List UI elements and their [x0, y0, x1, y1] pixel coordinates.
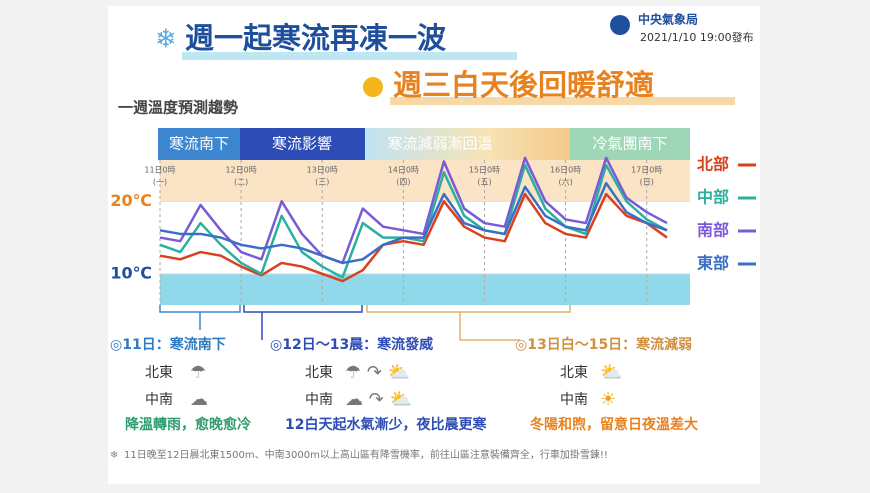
subtitle-underline [390, 97, 735, 105]
x-tick-sublabel: (日) [640, 178, 654, 187]
x-tick-sublabel: (六) [558, 177, 572, 187]
region: 中南 [305, 392, 333, 408]
subtitle: 週三白天後回暖舒適 [393, 68, 654, 102]
series-line [159, 192, 668, 283]
region: 中南 [560, 392, 588, 408]
phase-label: 寒流影響 [272, 135, 332, 153]
sun-icon [363, 77, 383, 97]
weather-icon: ☁ ↷ ⛅ [345, 389, 412, 410]
x-tick-label: 12日0時 [225, 166, 256, 175]
y-tick-label: 20℃ [110, 191, 152, 210]
footnote-icon: ❄ [110, 450, 118, 461]
x-tick-sublabel: (五) [477, 178, 491, 187]
section-title: 一週溫度預測趨勢 [118, 99, 238, 117]
x-tick-label: 15日0時 [469, 166, 500, 175]
weather-icon: ☀ [600, 389, 616, 410]
region: 北東 [305, 365, 333, 381]
cold-band [160, 273, 690, 305]
phase-bar [570, 128, 690, 160]
legend-label: 南部 [697, 221, 729, 240]
panel-summary: 12白天起水氣漸少，夜比晨更寒 [285, 416, 487, 433]
title: 週一起寒流再凍一波 [185, 21, 447, 55]
x-tick-sublabel: (三) [315, 178, 329, 187]
chart: 10℃ 20℃ 11日0時 (一) 12日0時 (二) 13日0時 (三) 14日0時 (四) 15… [110, 155, 756, 305]
panel-heading: ◎12日～13晨：寒流發威 [270, 336, 433, 353]
phase-label: 冷氣團南下 [592, 135, 667, 153]
series-line [159, 181, 668, 265]
panel-heading-text: 11日：寒流南下 [122, 336, 225, 353]
region: 北東 [145, 365, 173, 381]
x-tick-label: 13日0時 [307, 166, 338, 175]
x-tick-label: 17日0時 [631, 166, 662, 175]
panel-summary: 降溫轉雨，愈晚愈冷 [125, 416, 251, 433]
phase-label: 寒流南下 [169, 135, 229, 153]
legend-label: 中部 [697, 188, 729, 207]
panel-heading: ◎13日白～15日：寒流減弱 [515, 336, 692, 353]
legend-label: 北部 [697, 155, 729, 174]
panel-heading: ◎11日：寒流南下 [110, 336, 226, 353]
weather-icon: ☂ ↷ ⛅ [345, 362, 410, 383]
x-tick-sublabel: (二) [234, 178, 248, 187]
issued: 2021/1/10 19:00發布 [640, 30, 754, 44]
weather-icon: ☂ [190, 362, 206, 383]
weather-icon: ⛅ [600, 362, 622, 383]
series-line [159, 163, 668, 279]
series-line [159, 156, 668, 265]
phase-bar [365, 128, 570, 160]
phase-bar [240, 128, 365, 160]
x-tick-sublabel: (四) [396, 178, 410, 187]
phase-label: 寒流減弱漸回溫 [387, 135, 492, 153]
panel-heading-text: 13日白～15日：寒流減弱 [527, 336, 692, 353]
phase-bar [158, 128, 240, 160]
agency: 中央氣象局 [638, 12, 698, 27]
x-tick-label: 16日0時 [550, 166, 581, 175]
region: 中南 [145, 392, 173, 408]
title-underline [182, 52, 517, 60]
panels: ◎11日：寒流南下 北東 中南 ☂ ☁ 降溫轉雨，愈晚愈冷 ◎12日～13晨：寒… [110, 336, 698, 433]
bracket [243, 305, 363, 340]
footnote: 11日晚至12日晨北東1500m、中南3000m以上高山區有降雪機率，前往山區注… [124, 448, 608, 461]
y-tick-label: 10℃ [110, 263, 152, 282]
weather-icon: ☁ [190, 389, 208, 410]
snow-icon: ❄ [155, 25, 177, 55]
bracket [366, 305, 571, 341]
panel-heading-text: 12日～13晨：寒流發威 [282, 336, 433, 353]
region: 北東 [560, 365, 588, 381]
x-tick-sublabel: (一) [153, 178, 167, 187]
logo [610, 15, 630, 35]
bracket [159, 305, 241, 330]
x-tick-label: 11日0時 [144, 166, 175, 175]
x-tick-label: 14日0時 [388, 166, 419, 175]
panel-summary: 冬陽和煦，留意日夜溫差大 [530, 416, 698, 433]
legend-label: 東部 [697, 254, 729, 273]
